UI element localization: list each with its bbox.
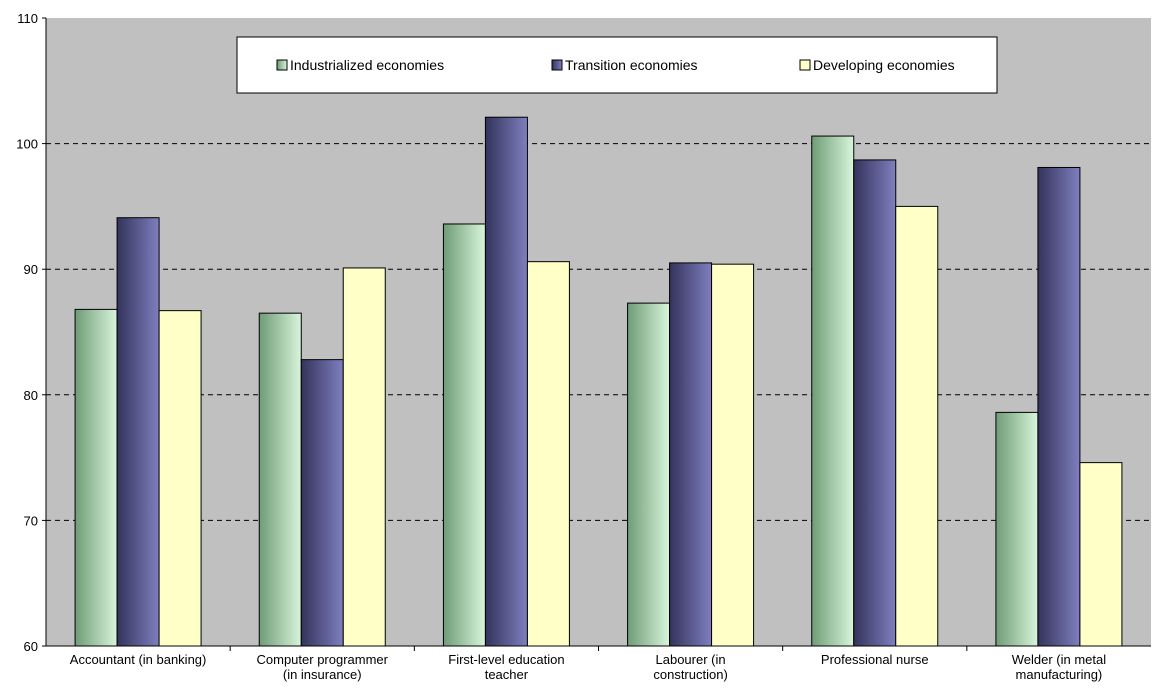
bar: [74, 308, 118, 647]
y-tick-label: 100: [16, 137, 38, 152]
legend-swatch: [799, 59, 811, 71]
category-label: teacher: [485, 667, 529, 682]
bar: [158, 310, 202, 647]
plot-area: [46, 18, 1151, 646]
category-label: manufacturing): [1016, 667, 1103, 682]
x-categories: Accountant (in banking) Computer programm…: [70, 646, 1106, 682]
category-label: construction): [653, 667, 727, 682]
gridlines: [46, 143, 1151, 521]
y-tick-label: 110: [17, 11, 38, 26]
category-label: First-level education: [448, 652, 564, 667]
bar: [895, 205, 939, 647]
legend: Industrialized economies Transition econo…: [236, 36, 998, 94]
legend-box: [236, 36, 998, 94]
legend-label: Industrialized economies: [290, 57, 444, 73]
legend-label: Developing economies: [813, 57, 955, 73]
bar: [995, 411, 1039, 647]
category-label: Professional nurse: [821, 652, 929, 667]
category-label: Welder (in metal: [1012, 652, 1107, 667]
bar: [526, 261, 570, 647]
category-label: (in insurance): [283, 667, 362, 682]
bar: [484, 116, 528, 647]
bar: [711, 263, 755, 647]
y-tick-label: 60: [24, 639, 38, 654]
legend-swatch: [551, 59, 563, 71]
bar: [1079, 462, 1123, 647]
bar: [342, 267, 386, 647]
bars: [74, 116, 1123, 647]
bar: [1037, 166, 1081, 647]
bar: [669, 262, 713, 647]
y-ticks: 60 70 80 90 100 110: [16, 11, 46, 654]
legend-label: Transition economies: [565, 57, 698, 73]
y-tick-label: 80: [24, 388, 38, 403]
bar: [258, 312, 302, 647]
y-tick-label: 90: [24, 262, 38, 277]
category-label: Labourer (in: [656, 652, 726, 667]
legend-swatch: [276, 59, 288, 71]
bar: [853, 159, 897, 647]
bar: [627, 302, 671, 647]
bar: [300, 359, 344, 647]
category-label: Computer programmer: [257, 652, 389, 667]
bar: [116, 217, 160, 647]
bar: [811, 135, 855, 647]
category-label: Accountant (in banking): [70, 652, 207, 667]
y-tick-label: 70: [24, 513, 38, 528]
bar: [442, 223, 486, 647]
